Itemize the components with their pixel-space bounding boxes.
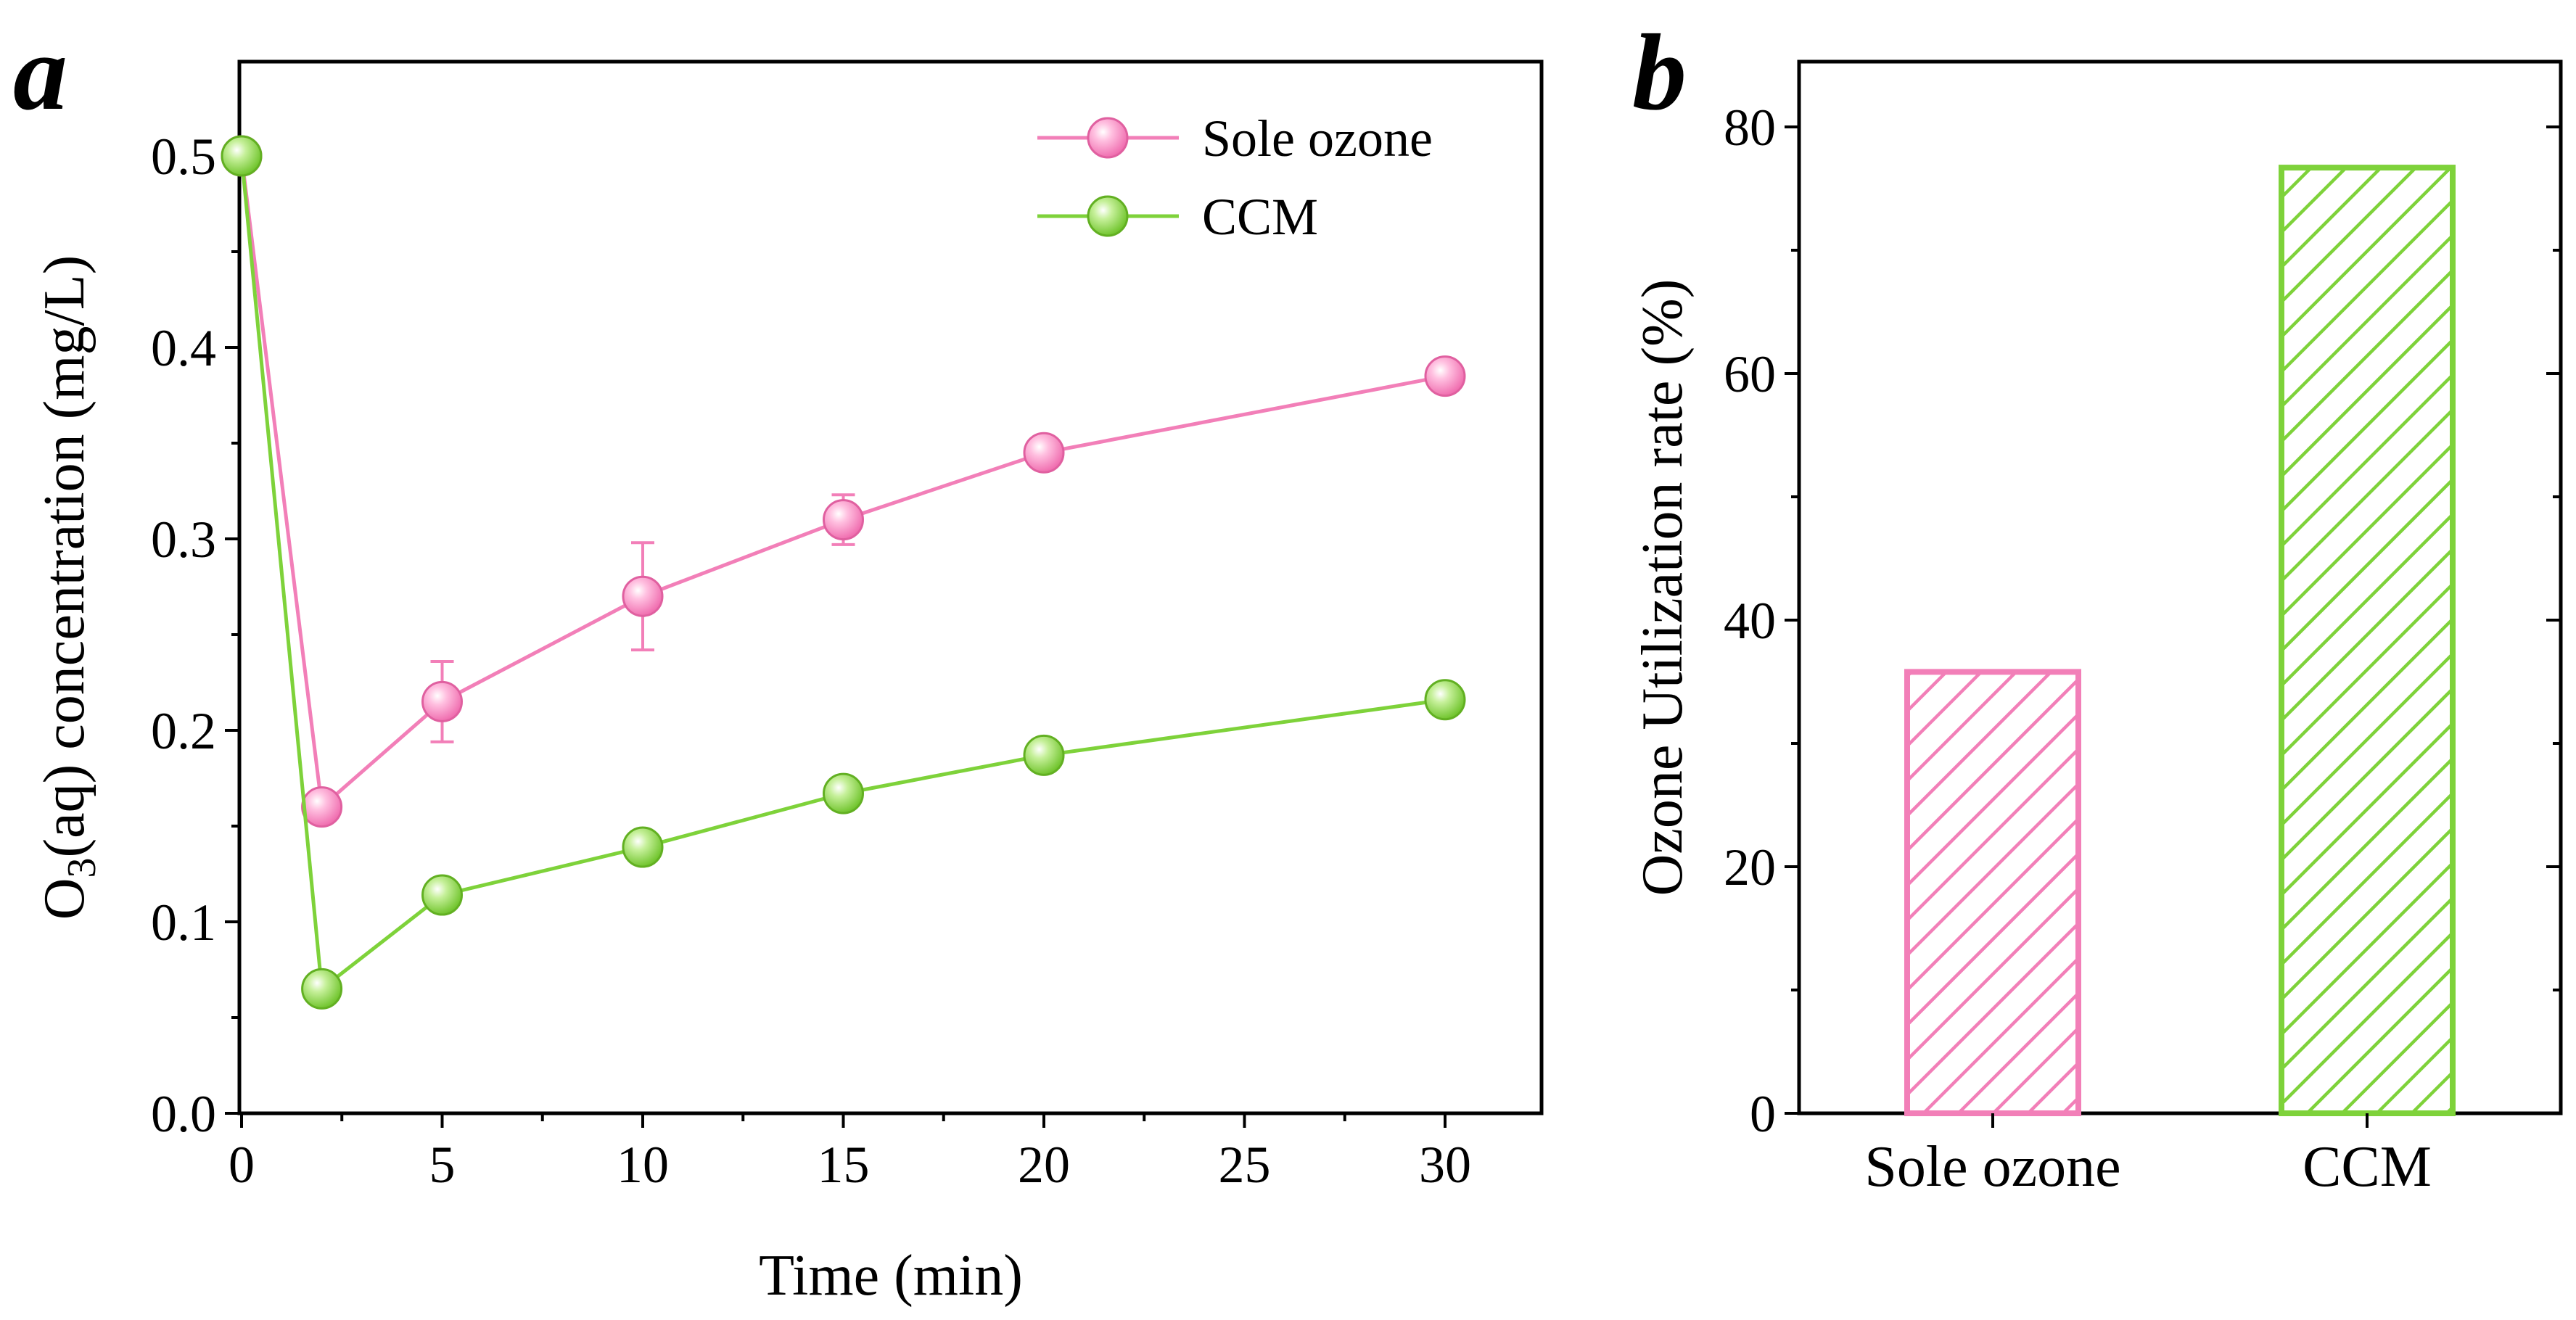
data-point: [421, 874, 463, 916]
series-line: [239, 155, 1446, 811]
panel-a-y-axis-title: O3(aq) concentration (mg/L): [33, 255, 104, 920]
panel-b-letter: b: [1632, 12, 1687, 133]
y-tick-label: 0: [1750, 1085, 1776, 1143]
panel-b-y-ticks: 0 20 40 60 80: [1724, 99, 2561, 1143]
panel-b-y-axis-title: Ozone Utilization rate (%): [1631, 279, 1695, 896]
bar-ccm: [2279, 165, 2456, 1117]
data-point: [823, 499, 864, 541]
y-tick-label: 80: [1724, 99, 1776, 157]
x-tick-label: 30: [1419, 1136, 1471, 1194]
series-line: [239, 155, 1446, 993]
y-tick-label: 0.0: [151, 1085, 216, 1143]
data-point: [221, 135, 263, 177]
data-point: [1424, 679, 1466, 721]
data-point: [1023, 734, 1065, 776]
panel-a-x-ticks: 0 5 10 15 20 25 30: [229, 1113, 1471, 1194]
panel-a-letter: a: [13, 12, 67, 133]
x-tick-label: 25: [1219, 1136, 1271, 1194]
panel-b-bars: [1904, 165, 2456, 1117]
data-point: [301, 968, 343, 1010]
x-tick-label: 10: [617, 1136, 669, 1194]
y-tick-label: 20: [1724, 838, 1776, 896]
panel-b-x-labels: Sole ozone CCM: [1864, 1113, 2432, 1199]
legend-label-ccm: CCM: [1202, 188, 1318, 246]
series-sole-ozone: [221, 135, 1466, 828]
x-category-label: CCM: [2303, 1135, 2432, 1199]
y-tick-label: 0.5: [151, 128, 216, 186]
x-tick-label: 0: [229, 1136, 255, 1194]
y-tick-label: 0.2: [151, 702, 216, 760]
bar-sole-ozone: [1904, 669, 2081, 1116]
y-tick-label: 0.4: [151, 319, 216, 377]
y-tick-label: 60: [1724, 345, 1776, 403]
legend-marker-ccm: [1087, 195, 1129, 237]
panel-a-line-chart: a 0 5 10 15 20 25 30 0.0 0.1 0.2 0.3 0.4 0.5 Time (…: [13, 12, 1544, 1308]
legend-item-sole-ozone: Sole ozone: [1037, 110, 1433, 168]
panel-a-y-ticks: 0.0 0.1 0.2 0.3 0.4 0.5: [151, 128, 239, 1143]
y-tick-label: 0.3: [151, 511, 216, 569]
data-point: [622, 575, 664, 617]
x-category-label: Sole ozone: [1864, 1135, 2120, 1199]
data-point: [301, 786, 343, 828]
data-point: [1424, 355, 1466, 397]
panel-a-x-axis-title: Time (min): [759, 1244, 1023, 1308]
panel-a-series: [221, 135, 1466, 1010]
data-point: [1023, 432, 1065, 474]
legend-item-ccm: CCM: [1037, 188, 1318, 246]
x-tick-label: 5: [429, 1136, 456, 1194]
legend-label-sole-ozone: Sole ozone: [1202, 110, 1433, 168]
panel-a-frame: [237, 59, 1544, 1115]
series-ccm: [221, 135, 1466, 1010]
data-point: [421, 680, 463, 722]
panel-b-frame: [1797, 59, 2563, 1115]
legend-marker-sole-ozone: [1087, 117, 1129, 159]
y-tick-label: 40: [1724, 592, 1776, 650]
y-tick-label: 0.1: [151, 894, 216, 952]
x-tick-label: 15: [818, 1136, 870, 1194]
x-tick-label: 20: [1018, 1136, 1070, 1194]
data-point: [823, 772, 864, 814]
data-point: [622, 826, 664, 868]
panel-b-bar-chart: b 0 20 40 60 80 Sole ozone CCM Ozone Utilizat…: [1631, 12, 2563, 1199]
panel-a-legend: Sole ozone CCM: [1037, 110, 1433, 246]
